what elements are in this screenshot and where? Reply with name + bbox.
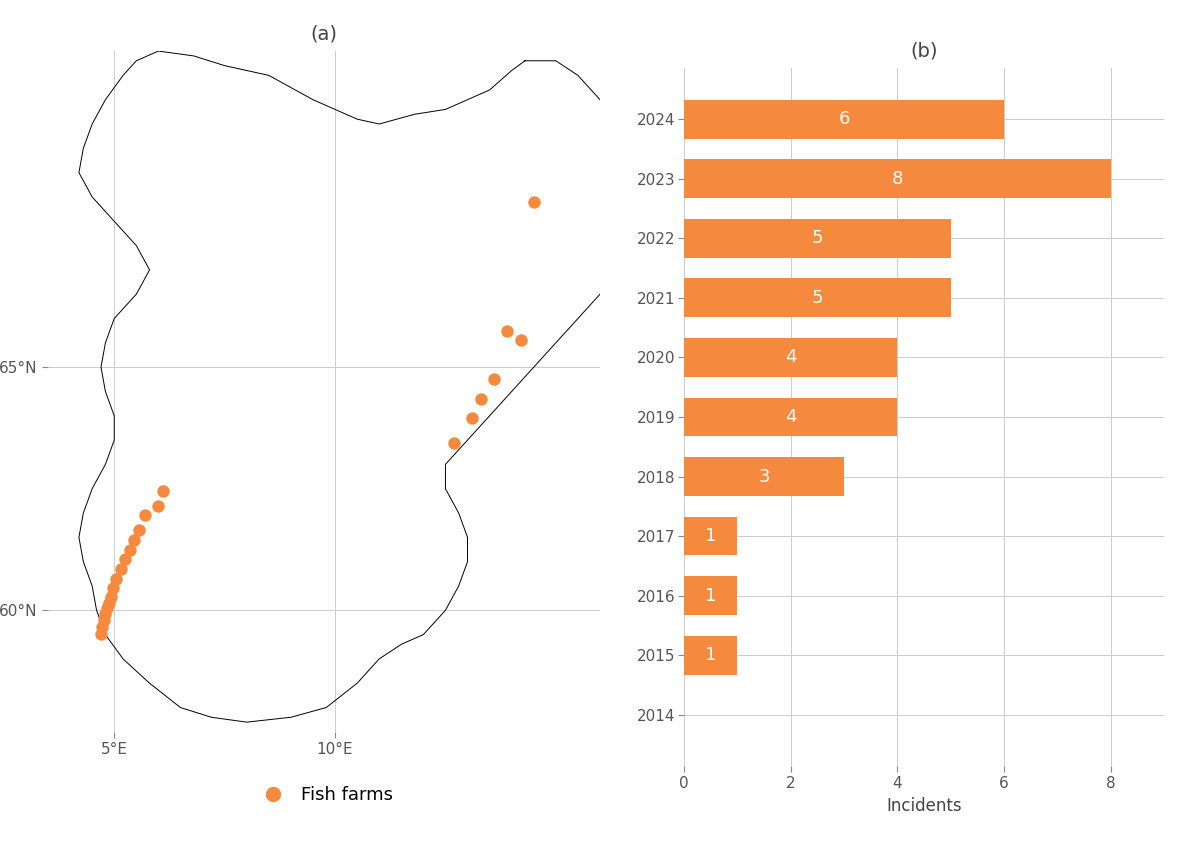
Point	[91, 627, 110, 641]
Point	[101, 590, 120, 603]
Text: 3: 3	[758, 467, 769, 486]
Bar	[684, 338, 898, 377]
Bar	[684, 636, 737, 675]
Bar	[684, 100, 1004, 139]
Title: (b): (b)	[911, 42, 937, 61]
Text: 8: 8	[892, 169, 904, 188]
Text: 4: 4	[785, 408, 797, 426]
X-axis label: Incidents: Incidents	[886, 797, 962, 815]
Text: 5: 5	[811, 288, 823, 307]
Point	[125, 533, 144, 546]
Text: 1: 1	[704, 527, 716, 545]
Point	[100, 597, 119, 610]
Point	[511, 334, 530, 347]
Point	[92, 620, 112, 634]
Title: (a): (a)	[311, 25, 337, 44]
Point	[115, 552, 134, 566]
Point	[524, 195, 544, 208]
Point	[112, 563, 131, 576]
Point	[120, 543, 139, 557]
Point	[96, 608, 115, 621]
Bar	[684, 576, 737, 615]
Bar	[684, 278, 950, 317]
Point	[462, 411, 481, 425]
Point	[107, 572, 126, 585]
Point	[485, 373, 504, 386]
Bar	[684, 517, 737, 556]
Point	[149, 499, 168, 512]
Text: 1: 1	[704, 646, 716, 665]
Point	[136, 509, 155, 523]
Point	[128, 523, 148, 537]
Text: 6: 6	[839, 110, 850, 129]
Point	[97, 601, 116, 614]
Bar	[684, 159, 1111, 198]
Bar	[684, 397, 898, 437]
Point	[498, 324, 517, 338]
Text: 1: 1	[704, 586, 716, 605]
Point	[472, 392, 491, 406]
Bar	[684, 457, 844, 496]
Legend: Fish farms: Fish farms	[248, 779, 400, 811]
Point	[103, 581, 122, 595]
Bar	[684, 219, 950, 258]
Point	[95, 614, 114, 627]
Point	[154, 484, 173, 498]
Text: 4: 4	[785, 348, 797, 367]
Text: 5: 5	[811, 229, 823, 248]
Point	[445, 436, 464, 449]
